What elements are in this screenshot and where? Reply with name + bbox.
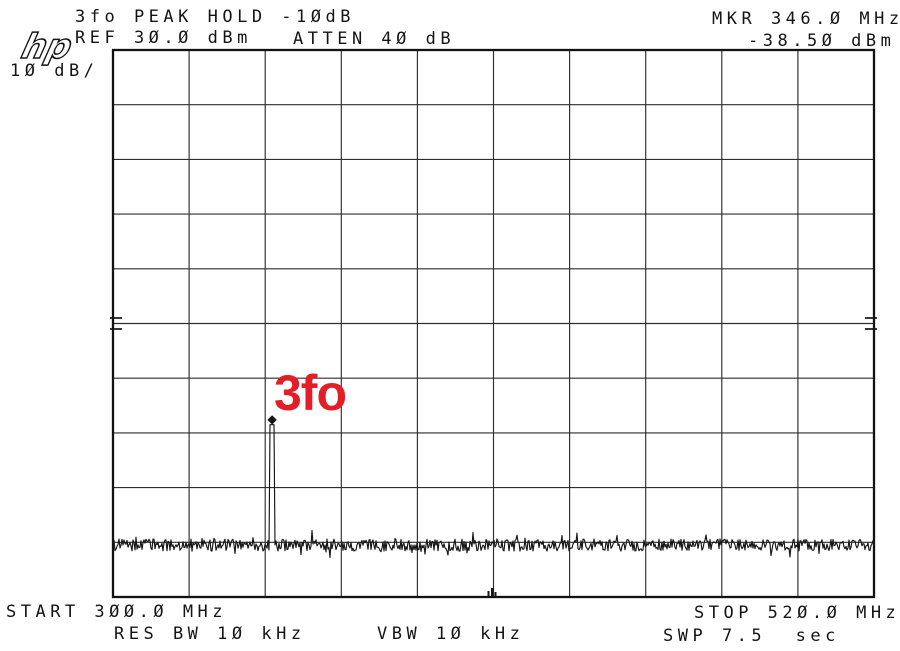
scale-readout: 1Ø dB/ bbox=[10, 61, 99, 81]
spectrum-trace bbox=[112, 424, 875, 559]
res-bw-readout: RES BW 1Ø kHz bbox=[114, 624, 306, 644]
ref-level-readout: REF 3Ø.Ø dBm bbox=[75, 28, 252, 48]
bottom-center-blip bbox=[487, 591, 490, 597]
bottom-center-blip bbox=[494, 592, 497, 597]
bottom-center-blip bbox=[491, 588, 494, 597]
peak-annotation-3fo: 3fo bbox=[274, 365, 347, 421]
marker-diamond bbox=[267, 415, 277, 425]
start-freq-readout: START 3ØØ.Ø MHz bbox=[6, 602, 228, 622]
marker-freq-readout: MKR 346.Ø MHz bbox=[712, 9, 900, 29]
stop-freq-readout: STOP 52Ø.Ø MHz bbox=[694, 603, 900, 623]
marker-amp-readout: -38.5Ø dBm bbox=[748, 31, 896, 51]
sweep-time-readout: SWP 7.5 sec bbox=[663, 626, 840, 646]
vbw-readout: VBW 1Ø kHz bbox=[377, 624, 525, 644]
trace-mode-readout: 3fo PEAK HOLD -1ØdB bbox=[75, 7, 355, 27]
atten-readout: ATTEN 4Ø dB bbox=[293, 29, 456, 49]
